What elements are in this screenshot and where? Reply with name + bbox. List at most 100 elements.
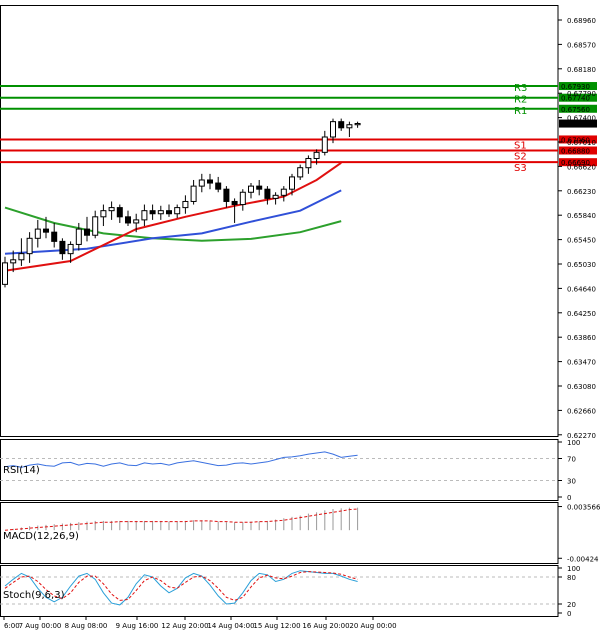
candle-body: [239, 191, 246, 206]
macd-tick-label: -0.00424: [567, 555, 599, 563]
last-price-label: 0.67319: [561, 121, 590, 129]
candle-body: [305, 157, 312, 169]
price-tick-label: 0.68570: [567, 41, 596, 49]
pivot-name-s2: S2: [514, 152, 527, 163]
main-panel-frame: [0, 5, 559, 437]
price-tick-label: 0.63080: [567, 383, 596, 391]
candle-body: [100, 210, 107, 218]
pivot-price-box: [559, 158, 597, 167]
candle-body: [84, 228, 90, 236]
pivot-levels: R3 0.67930 R2 0.67740 R1 0.67560 S1 0.67060 S2 0.…: [0, 82, 597, 174]
pivot-name-r2: R2: [514, 95, 527, 106]
candle-body: [321, 136, 328, 153]
candle-body: [149, 210, 156, 215]
ma-slow-line: [4, 206, 342, 242]
candle-body: [43, 228, 49, 233]
pivot-price-label: 0.66690: [561, 159, 590, 167]
candle-body: [264, 188, 271, 199]
stoch-tick-label: 80: [567, 574, 576, 582]
price-tick-label: 0.63860: [567, 334, 596, 342]
macd-panel-frame: [0, 502, 559, 564]
candlesticks: [2, 118, 361, 288]
candle-body: [223, 188, 230, 202]
pivot-price-label: 0.66880: [561, 148, 590, 156]
date-tick-label: 14 Aug 04:00: [207, 622, 254, 630]
candle-body: [346, 124, 353, 129]
candle-body: [297, 167, 304, 178]
candle-body: [18, 253, 25, 261]
stoch-tick-label: 100: [567, 565, 580, 573]
date-tick-label: 9 Aug 16:00: [116, 622, 159, 630]
stoch-signal-line: [4, 571, 358, 601]
date-tick-label: 12 Aug 20:00: [161, 622, 208, 630]
price-tick-label: 0.64640: [567, 285, 596, 293]
price-tick-label: 0.67010: [567, 139, 596, 147]
candle-body: [354, 122, 361, 126]
price-tick-label: 0.65030: [567, 261, 596, 269]
candle-body: [108, 207, 115, 212]
price-tick-label: 0.62270: [567, 432, 596, 440]
candle-body: [92, 216, 99, 236]
stoch-tick-label: 20: [567, 601, 576, 609]
price-tick-label: 0.67400: [567, 115, 596, 123]
candle-body: [34, 228, 41, 239]
candle-body: [248, 185, 254, 193]
stoch-label: Stoch(9,6,3): [3, 590, 65, 601]
candle-body: [207, 179, 213, 184]
candle-body: [26, 237, 33, 255]
price-tick-label: 0.63470: [567, 359, 596, 367]
pivot-price-box: [559, 82, 597, 91]
pivot-name-r3: R3: [514, 83, 527, 94]
candle-body: [174, 207, 181, 215]
date-tick-label: 15 Aug 12:00: [253, 622, 300, 630]
candle-body: [272, 194, 279, 199]
rsi-panel-frame: [0, 439, 559, 501]
pivot-price-label: 0.67930: [561, 83, 590, 91]
candle-body: [313, 151, 320, 159]
price-tick-label: 0.66620: [567, 163, 596, 171]
stoch-tick-label: 0: [567, 610, 571, 618]
candle-body: [67, 243, 74, 255]
rsi-tick-label: 0: [567, 494, 571, 502]
pivot-name-s1: S1: [514, 140, 527, 151]
indicator-panels: RSI(14) MACD(12,26,9) Stoch(9,6,3): [0, 451, 558, 606]
price-tick-label: 0.62660: [567, 407, 596, 415]
candle-body: [59, 240, 66, 255]
macd-signal-line: [4, 508, 358, 531]
pivot-price-label: 0.67560: [561, 106, 590, 114]
candle-body: [280, 188, 287, 196]
axes: 0.68960 0.68570 0.68180 0.67790 0.67400 0.670…: [3, 17, 600, 630]
price-tick-label: 0.67790: [567, 90, 596, 98]
stoch-main-line: [4, 570, 358, 606]
pivot-price-box: [559, 93, 597, 102]
pivot-price-label: 0.67060: [561, 136, 590, 144]
pivot-price-box: [559, 146, 597, 155]
price-tick-label: 0.65450: [567, 237, 596, 245]
price-tick-label: 0.68960: [567, 17, 596, 25]
rsi-tick-label: 30: [567, 478, 576, 486]
price-tick-label: 0.65840: [567, 212, 596, 220]
candle-body: [289, 176, 295, 190]
candle-body: [198, 179, 205, 187]
rsi-line: [4, 451, 358, 468]
candle-body: [116, 207, 123, 218]
pivot-price-box: [559, 104, 597, 113]
date-tick-label: 20 Aug 00:00: [349, 622, 396, 630]
candle-body: [190, 185, 197, 202]
rsi-tick-label: 70: [567, 456, 576, 464]
date-tick-label: 16 Aug 20:00: [302, 622, 349, 630]
pivot-name-s3: S3: [514, 163, 527, 174]
candle-body: [157, 210, 164, 215]
ma-mid-line: [4, 189, 342, 255]
stoch-panel-frame: [0, 565, 559, 617]
candle-body: [338, 121, 345, 129]
last-price-box: [559, 119, 597, 128]
date-tick-label: 8 Aug 08:00: [65, 622, 108, 630]
ma-fast-line: [4, 161, 342, 272]
candle-body: [231, 200, 238, 206]
date-tick-label: 7 Aug 00:00: [19, 622, 62, 630]
candle-body: [330, 121, 336, 138]
candle-body: [215, 182, 222, 190]
